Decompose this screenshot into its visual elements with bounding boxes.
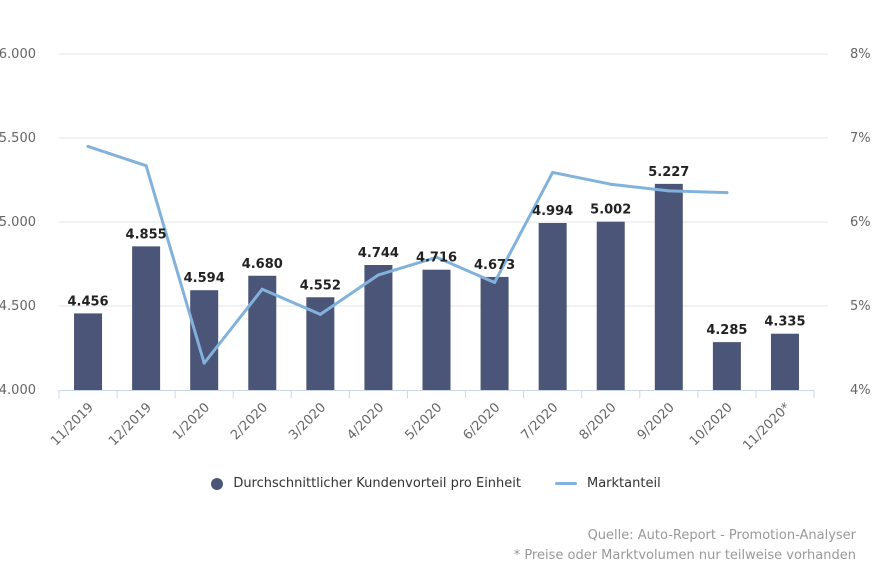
line-point [609, 182, 613, 186]
x-tick-label: 6/2020 [460, 400, 503, 443]
bar [596, 221, 625, 390]
grid-layer [59, 53, 828, 307]
line-series-marktanteil [86, 144, 729, 365]
line-point [493, 280, 497, 284]
legend-line-label: Marktanteil [587, 476, 661, 491]
bar-data-label: 4.456 [67, 294, 108, 309]
bar [712, 342, 741, 390]
y-right-tick-label: 5% [850, 299, 871, 314]
chart: 4.456 4.855 4.594 4.680 4.552 4.744 4.716 4.673… [0, 47, 871, 454]
line-point [318, 312, 322, 316]
bar-data-label: 5.002 [590, 203, 631, 218]
line-point [376, 273, 380, 277]
bar [654, 183, 683, 390]
line-point [144, 164, 148, 168]
x-tick-label: 9/2020 [635, 400, 678, 443]
line-point [86, 144, 90, 148]
footer: Quelle: Auto-Report - Promotion-Analyser… [514, 526, 856, 566]
legend-item-bar-series[interactable]: Durchschnittlicher Kundenvorteil pro Ein… [211, 476, 521, 491]
bar [132, 246, 161, 390]
bar-data-label: 5.227 [648, 165, 689, 180]
bar [480, 276, 509, 390]
y-left-tick-label: 5.000 [0, 215, 36, 230]
legend: Durchschnittlicher Kundenvorteil pro Ein… [0, 476, 872, 491]
x-tick-label: 10/2020 [687, 400, 736, 449]
legend-item-line-series[interactable]: Marktanteil [555, 476, 661, 491]
labels-layer: 4.456 4.855 4.594 4.680 4.552 4.744 4.716 4.673… [67, 165, 805, 338]
y-left-tick-label: 6.000 [0, 47, 36, 62]
bar-data-label: 4.335 [764, 315, 805, 330]
bar-data-label: 4.673 [474, 258, 515, 273]
bars-layer [74, 183, 799, 390]
x-tick-label: 5/2020 [402, 400, 445, 443]
y-right-tick-label: 6% [850, 215, 871, 230]
bar [538, 223, 567, 390]
y-right-tick-label: 4% [850, 383, 871, 398]
x-tick-label: 4/2020 [344, 400, 387, 443]
bar [770, 333, 799, 390]
y-left-tick-label: 4.500 [0, 299, 36, 314]
line-point [551, 170, 555, 174]
line-point [202, 361, 206, 365]
bar [422, 269, 451, 390]
y-left-tick-label: 5.500 [0, 131, 36, 146]
bar [364, 265, 393, 390]
bar-data-label: 4.285 [706, 323, 747, 338]
line-point [435, 255, 438, 259]
legend-line-marker-icon [555, 482, 577, 485]
bar-data-label: 4.855 [126, 227, 167, 242]
legend-bar-marker-icon [211, 477, 224, 490]
y-left-tick-label: 4.000 [0, 383, 36, 398]
y-right-tick-label: 8% [850, 47, 871, 62]
bar-data-label: 4.594 [184, 271, 225, 286]
bar [74, 313, 103, 390]
x-tick-label: 2/2020 [228, 400, 271, 443]
bar-data-label: 4.716 [416, 251, 457, 266]
x-tick-label: 1/2020 [170, 400, 213, 443]
bar-data-label: 4.552 [300, 278, 341, 293]
bar [190, 290, 219, 390]
line-point [725, 191, 729, 195]
x-tick-label: 3/2020 [286, 400, 329, 443]
x-tick-label: 12/2019 [106, 400, 155, 449]
legend-bar-label: Durchschnittlicher Kundenvorteil pro Ein… [233, 476, 521, 491]
line-point [260, 287, 264, 291]
x-tick-label: 8/2020 [577, 400, 620, 443]
footnote-text: * Preise oder Marktvolumen nur teilweise… [513, 548, 856, 563]
source-text: Quelle: Auto-Report - Promotion-Analyser [587, 528, 856, 543]
bar-data-label: 4.744 [358, 246, 399, 261]
line-point [667, 189, 671, 193]
line-layer [86, 144, 729, 365]
x-tick-label: 11/2019 [48, 400, 97, 449]
bar-data-label: 4.680 [242, 257, 283, 272]
x-tick-label: 11/2020* [740, 400, 794, 454]
bar-data-label: 4.994 [532, 204, 573, 219]
y-right-tick-label: 7% [850, 131, 871, 146]
x-tick-label: 7/2020 [519, 400, 562, 443]
